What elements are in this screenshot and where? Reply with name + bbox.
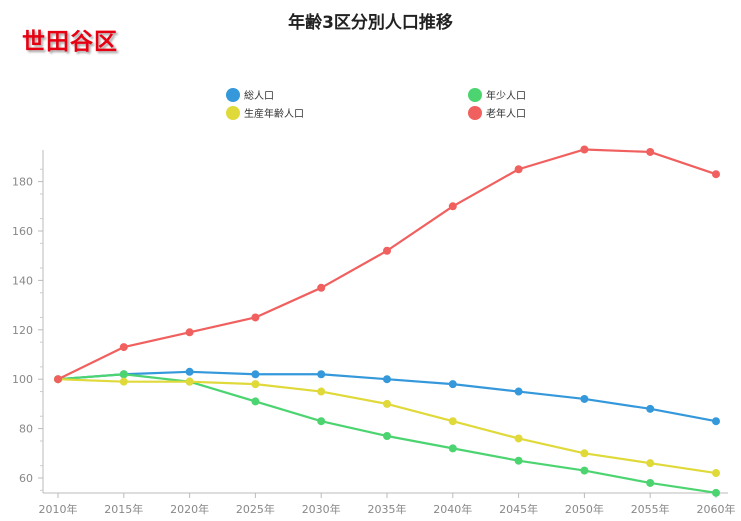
series-line [57, 148, 717, 381]
legend-marker [226, 106, 240, 120]
x-tick-label: 2050年 [565, 502, 604, 516]
legend-item[interactable]: 老年人口 [468, 106, 526, 120]
data-point[interactable] [119, 377, 128, 386]
data-point[interactable] [514, 165, 523, 174]
data-point[interactable] [251, 397, 260, 406]
legend-item[interactable]: 生産年齢人口 [226, 106, 304, 120]
data-point[interactable] [580, 145, 589, 154]
data-point[interactable] [383, 399, 391, 408]
legend-marker [468, 106, 482, 120]
series [54, 367, 720, 426]
data-point[interactable] [185, 367, 194, 376]
data-point[interactable] [119, 370, 128, 379]
y-tick-label: 140 [12, 274, 33, 287]
data-point[interactable] [251, 370, 260, 379]
series [54, 375, 720, 478]
data-point[interactable] [251, 313, 260, 322]
data-point[interactable] [514, 434, 523, 443]
data-point[interactable] [185, 377, 194, 386]
data-point[interactable] [317, 387, 326, 396]
y-tick-label: 100 [12, 373, 33, 386]
legend-item[interactable]: 総人口 [226, 88, 274, 102]
legend-marker [468, 88, 482, 102]
data-point[interactable] [317, 283, 326, 292]
data-point[interactable] [448, 380, 457, 389]
data-point[interactable] [514, 456, 523, 465]
series-layer [54, 145, 720, 497]
axes: 60 80 100 120 140 160 180 2010年 2015年 2020年 2025年 2… [12, 150, 736, 516]
data-point[interactable] [646, 147, 655, 156]
legend-label: 年少人口 [486, 89, 526, 102]
data-point[interactable] [317, 370, 326, 379]
x-tick-label: 2045年 [499, 502, 538, 516]
series-line [57, 378, 717, 475]
series [54, 370, 720, 497]
x-tick-label: 2035年 [368, 502, 407, 516]
data-point[interactable] [383, 375, 391, 384]
x-tick-label: 2055年 [631, 502, 670, 516]
data-point[interactable] [383, 432, 391, 441]
x-tick-label: 2025年 [236, 502, 275, 516]
legend-label: 老年人口 [486, 107, 526, 120]
legend-marker [226, 88, 240, 102]
x-tick-label: 2030年 [302, 502, 341, 516]
x-tick-label: 2040年 [433, 502, 472, 516]
data-point[interactable] [185, 328, 194, 337]
legend-label: 総人口 [244, 89, 274, 102]
y-tick-label: 60 [19, 472, 33, 485]
data-point[interactable] [54, 375, 62, 384]
x-tick-label: 2015年 [104, 502, 143, 516]
y-tick-label: 180 [12, 176, 33, 189]
data-point[interactable] [580, 466, 589, 475]
data-point[interactable] [712, 170, 720, 179]
data-point[interactable] [712, 417, 720, 426]
y-tick-label: 120 [12, 324, 33, 337]
data-point[interactable] [712, 469, 720, 478]
x-tick-label: 2010年 [39, 502, 78, 516]
data-point[interactable] [580, 394, 589, 403]
region-label: 世田谷区 [22, 29, 118, 55]
series [54, 145, 720, 384]
data-point[interactable] [317, 417, 326, 426]
data-point[interactable] [251, 380, 260, 389]
x-tick-label: 2020年 [170, 502, 209, 516]
data-point[interactable] [646, 478, 655, 487]
data-point[interactable] [646, 459, 655, 468]
y-tick-label: 160 [12, 225, 33, 238]
data-point[interactable] [514, 387, 523, 396]
data-point[interactable] [580, 449, 589, 458]
legend-item[interactable]: 年少人口 [468, 88, 526, 102]
data-point[interactable] [712, 488, 720, 497]
legend-label: 生産年齢人口 [244, 107, 304, 120]
x-tick-label: 2060年 [697, 502, 736, 516]
data-point[interactable] [383, 246, 391, 255]
chart-title: 年齢3区分別人口推移 [288, 13, 453, 33]
data-point[interactable] [119, 343, 128, 352]
data-point[interactable] [646, 404, 655, 413]
data-point[interactable] [448, 444, 457, 453]
y-tick-label: 80 [19, 423, 33, 436]
data-point[interactable] [448, 202, 457, 211]
data-point[interactable] [448, 417, 457, 426]
